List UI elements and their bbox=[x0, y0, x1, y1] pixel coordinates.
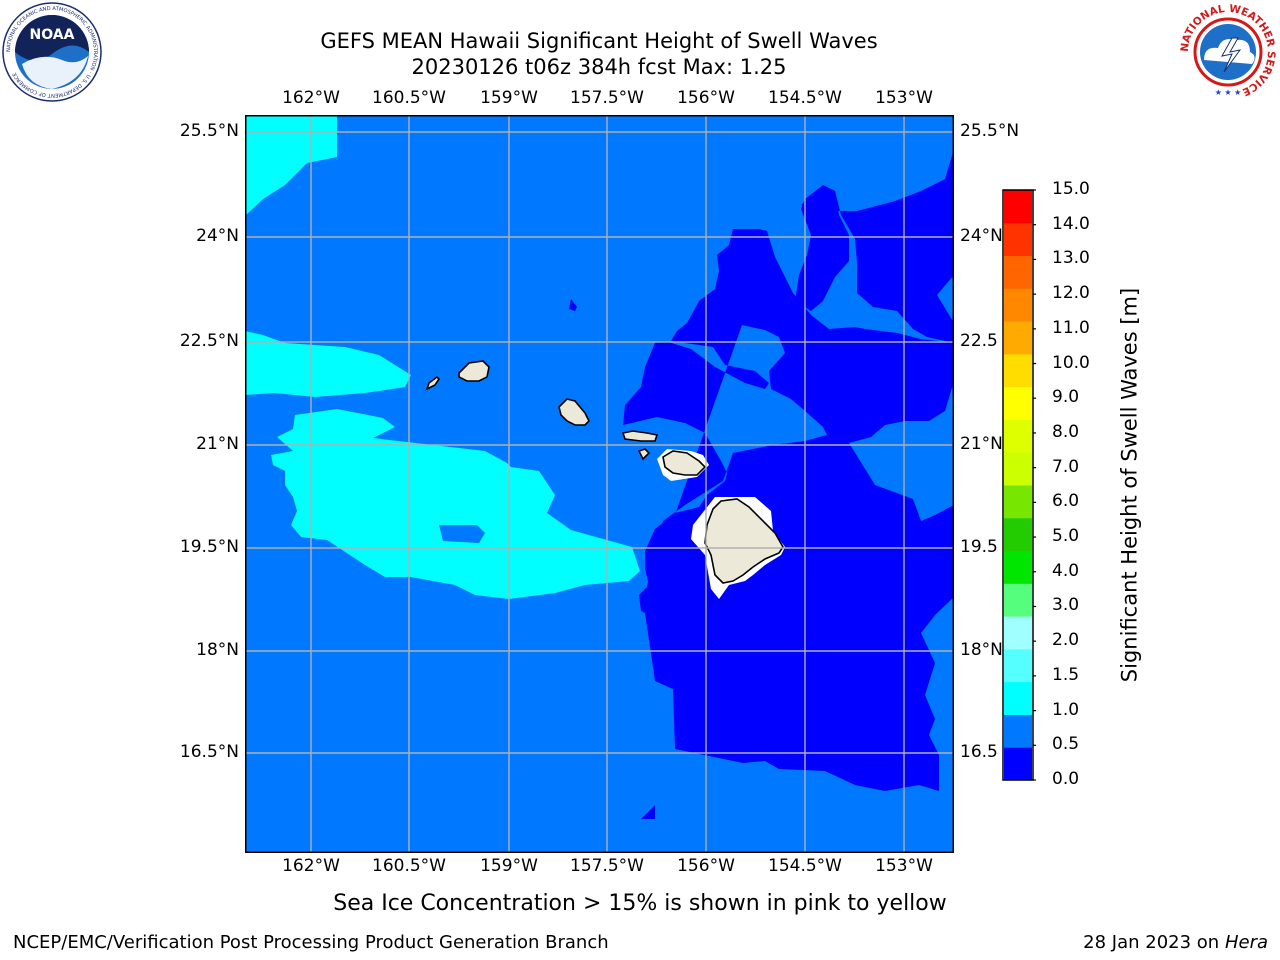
colorbar-tick-label: 9.0 bbox=[1052, 387, 1080, 408]
swell-0-0.5-speck-south bbox=[641, 805, 655, 819]
colorbar-segment bbox=[1004, 255, 1032, 289]
lon-tick-bottom: 154.5°W bbox=[768, 856, 842, 876]
colorbar-segment bbox=[1004, 714, 1032, 748]
lat-tick-left: 18°N bbox=[196, 640, 239, 660]
svg-text:NOAA: NOAA bbox=[30, 27, 75, 43]
colorbar-frame bbox=[1002, 189, 1034, 781]
colorbar-segment bbox=[1004, 550, 1032, 584]
colorbar-segment bbox=[1004, 419, 1032, 453]
colorbar-segment bbox=[1004, 648, 1032, 683]
lat-tick-left: 21°N bbox=[196, 434, 239, 454]
lat-tick-left: 22.5°N bbox=[179, 331, 239, 351]
lat-tick-right: 19.5 bbox=[960, 537, 998, 557]
colorbar-label: Significant Height of Swell Waves [m] bbox=[1117, 287, 1142, 683]
colorbar-tick-label: 0.0 bbox=[1052, 769, 1080, 789]
lon-tick-top: 162°W bbox=[282, 88, 340, 108]
colorbar-segment bbox=[1004, 747, 1032, 781]
lon-tick-top: 154.5°W bbox=[768, 88, 842, 108]
lon-tick-top: 160.5°W bbox=[372, 88, 446, 108]
island-oahu bbox=[558, 398, 590, 426]
colorbar-tick-label: 15.0 bbox=[1052, 179, 1090, 199]
map-subtitle: 20230126 t06z 384h fcst Max: 1.25 bbox=[411, 55, 787, 79]
lon-tick-top: 153°W bbox=[875, 88, 933, 108]
colorbar-segment bbox=[1004, 321, 1032, 355]
lat-tick-right: 22.5 bbox=[960, 331, 998, 351]
colorbar-tick-label: 1.5 bbox=[1052, 664, 1080, 685]
island-lanai bbox=[637, 448, 651, 461]
lat-tick-right: 24°N bbox=[960, 226, 1003, 246]
colorbar-segment bbox=[1004, 583, 1032, 617]
sea-ice-caption: Sea Ice Concentration > 15% is shown in … bbox=[333, 891, 947, 916]
colorbar-tick-label: 1.0 bbox=[1052, 699, 1080, 720]
svg-text:★ ★ ★: ★ ★ ★ bbox=[1215, 88, 1242, 97]
colorbar-segment bbox=[1004, 452, 1032, 486]
lon-tick-top: 157.5°W bbox=[570, 88, 644, 108]
colorbar-segment bbox=[1004, 353, 1032, 388]
colorbar-tick-label: 8.0 bbox=[1052, 421, 1080, 442]
swell-0.5-1.0-pocket bbox=[439, 525, 485, 543]
lon-tick-bottom: 153°W bbox=[875, 856, 933, 876]
map-frame bbox=[245, 115, 954, 853]
lat-tick-right: 16.5 bbox=[960, 742, 998, 762]
lon-tick-bottom: 157.5°W bbox=[570, 856, 644, 876]
swell-0-0.5-speck bbox=[569, 299, 577, 311]
colorbar-tick-label: 4.0 bbox=[1052, 560, 1080, 581]
colorbar-segment bbox=[1004, 485, 1032, 519]
colorbar-tick-label: 3.0 bbox=[1052, 595, 1080, 616]
lat-tick-left: 25.5°N bbox=[179, 121, 239, 141]
colorbar-segment bbox=[1004, 616, 1032, 650]
colorbar-segment bbox=[1004, 222, 1032, 257]
colorbar-tick-label: 13.0 bbox=[1052, 248, 1090, 269]
colorbar-segment bbox=[1004, 190, 1032, 224]
lat-tick-right: 25.5°N bbox=[960, 121, 1020, 141]
lon-tick-bottom: 162°W bbox=[282, 856, 340, 876]
nws-logo: NATIONAL WEATHER SERVICE ★ ★ ★ bbox=[1179, 3, 1277, 100]
swell-1.0-1.5-region-south bbox=[271, 409, 640, 599]
colorbar-tick-label: 6.0 bbox=[1052, 491, 1080, 512]
colorbar-tick-label: 10.0 bbox=[1052, 352, 1090, 373]
lon-tick-bottom: 160.5°W bbox=[372, 856, 446, 876]
footer-date: 28 Jan 2023 on Hera bbox=[1083, 932, 1268, 953]
colorbar-segment bbox=[1004, 517, 1032, 552]
colorbar-segment bbox=[1004, 386, 1032, 420]
island-niihau bbox=[425, 375, 441, 391]
lat-tick-left: 19.5°N bbox=[179, 537, 239, 557]
colorbar-tick-label: 11.0 bbox=[1052, 317, 1090, 338]
island-maui bbox=[662, 450, 707, 476]
island-hawaii bbox=[704, 498, 784, 584]
swell-1.0-1.5-region-north bbox=[245, 115, 337, 216]
lat-tick-left: 24°N bbox=[196, 226, 239, 246]
colorbar-segment bbox=[1004, 288, 1032, 322]
lat-tick-left: 16.5°N bbox=[179, 742, 239, 762]
lon-tick-top: 156°W bbox=[677, 88, 735, 108]
map-panel bbox=[245, 115, 954, 853]
lon-tick-bottom: 156°W bbox=[677, 856, 735, 876]
lat-tick-right: 18°N bbox=[960, 640, 1003, 660]
colorbar-tick-label: 7.0 bbox=[1052, 456, 1080, 477]
island-molokai bbox=[621, 430, 659, 442]
footer-date-text: 28 Jan 2023 on bbox=[1083, 932, 1225, 953]
colorbar-tick-label: 5.0 bbox=[1052, 526, 1080, 547]
swell-0-0.5-region-northeast bbox=[801, 149, 954, 343]
colorbar-tick-label: 0.5 bbox=[1052, 734, 1080, 755]
colorbar-tick-label: 2.0 bbox=[1052, 630, 1080, 651]
island-kauai bbox=[458, 360, 490, 382]
swell-0-0.5-region-north-mid bbox=[795, 185, 849, 311]
lon-tick-top: 159°W bbox=[480, 88, 538, 108]
noaa-logo: NOAA NATIONAL OCEANIC AND ATMOSPHERIC AD… bbox=[2, 2, 102, 102]
colorbar-segment bbox=[1004, 681, 1032, 715]
lon-tick-bottom: 159°W bbox=[480, 856, 538, 876]
swell-1.0-1.5-region-west bbox=[245, 331, 411, 397]
land-islands bbox=[425, 360, 784, 584]
footer-host: Hera bbox=[1224, 932, 1268, 953]
colorbar bbox=[1002, 189, 1036, 781]
map-title: GEFS MEAN Hawaii Significant Height of S… bbox=[320, 29, 878, 53]
colorbar-tick-label: 14.0 bbox=[1052, 213, 1090, 234]
colorbar-tick-label: 12.0 bbox=[1052, 283, 1090, 304]
map-gridlines bbox=[245, 115, 954, 853]
footer-credit: NCEP/EMC/Verification Post Processing Pr… bbox=[13, 932, 609, 953]
lat-tick-right: 21°N bbox=[960, 434, 1003, 454]
